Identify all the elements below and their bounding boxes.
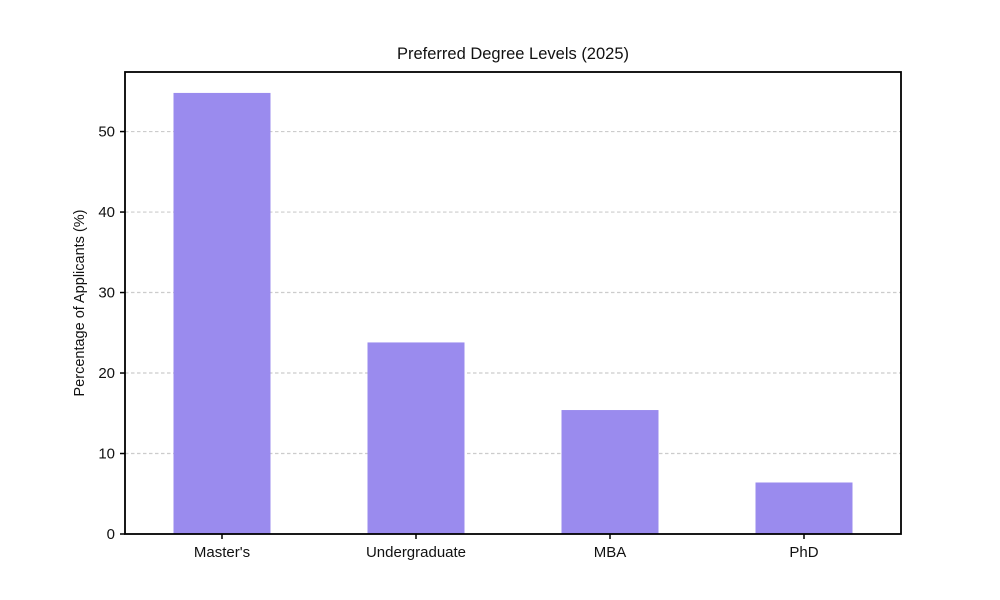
x-tick-label: Undergraduate bbox=[366, 544, 466, 561]
bar-mba bbox=[561, 410, 659, 534]
x-tick-label: Master's bbox=[194, 544, 250, 561]
y-axis-label: Percentage of Applicants (%) bbox=[72, 210, 88, 397]
bar-undergraduate bbox=[367, 342, 465, 534]
y-tick-label: 20 bbox=[98, 365, 115, 382]
bar-master-s bbox=[173, 92, 271, 535]
bars-layer bbox=[173, 92, 853, 535]
bar-phd bbox=[755, 482, 853, 534]
plot-border bbox=[124, 71, 902, 535]
x-tick-label: PhD bbox=[789, 544, 818, 561]
y-tick-label: 10 bbox=[98, 446, 115, 463]
y-tick-label: 30 bbox=[98, 285, 115, 302]
x-tick-label: MBA bbox=[594, 544, 627, 561]
chart-title: Preferred Degree Levels (2025) bbox=[397, 45, 629, 63]
y-tick-label: 0 bbox=[107, 526, 115, 543]
y-tick-label: 50 bbox=[98, 124, 115, 141]
y-tick-label: 40 bbox=[98, 204, 115, 221]
ticks-layer: 0 10 20 30 40 50 Master's Undergraduate MBA PhD bbox=[98, 124, 818, 561]
